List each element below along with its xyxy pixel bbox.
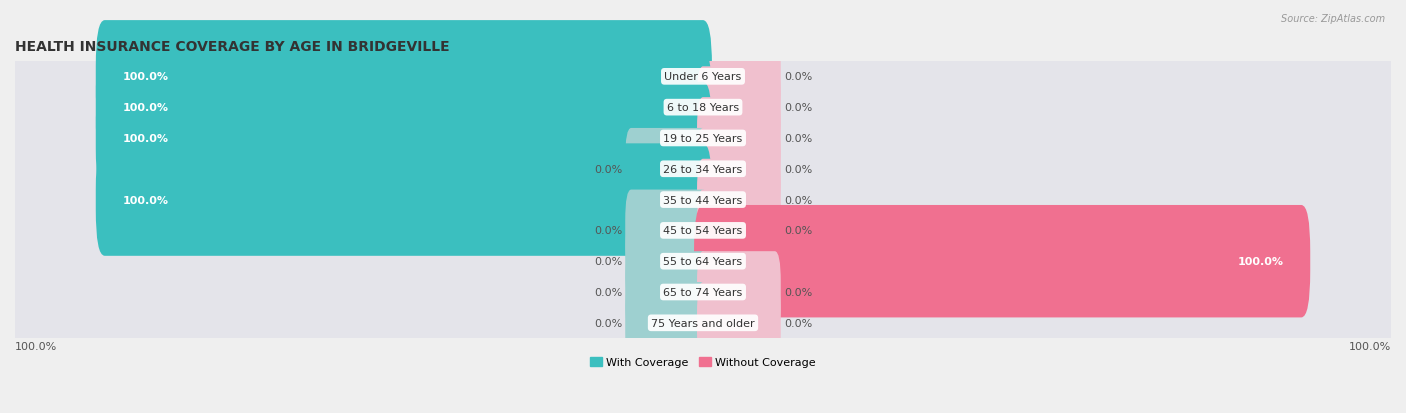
FancyBboxPatch shape	[697, 190, 780, 272]
FancyBboxPatch shape	[96, 21, 711, 133]
Text: 45 to 54 Years: 45 to 54 Years	[664, 226, 742, 236]
Text: 100.0%: 100.0%	[122, 134, 169, 144]
Text: 0.0%: 0.0%	[783, 318, 813, 328]
Text: 100.0%: 100.0%	[122, 195, 169, 205]
Text: 0.0%: 0.0%	[783, 226, 813, 236]
FancyBboxPatch shape	[697, 252, 780, 333]
Text: 0.0%: 0.0%	[783, 72, 813, 82]
Text: HEALTH INSURANCE COVERAGE BY AGE IN BRIDGEVILLE: HEALTH INSURANCE COVERAGE BY AGE IN BRID…	[15, 40, 450, 54]
Text: 0.0%: 0.0%	[783, 164, 813, 174]
FancyBboxPatch shape	[15, 184, 1391, 216]
FancyBboxPatch shape	[15, 153, 1391, 185]
Text: 26 to 34 Years: 26 to 34 Years	[664, 164, 742, 174]
FancyBboxPatch shape	[697, 128, 780, 210]
Text: 0.0%: 0.0%	[783, 287, 813, 297]
FancyBboxPatch shape	[697, 98, 780, 179]
Text: 75 Years and older: 75 Years and older	[651, 318, 755, 328]
Text: Under 6 Years: Under 6 Years	[665, 72, 741, 82]
FancyBboxPatch shape	[626, 252, 709, 333]
Text: 65 to 74 Years: 65 to 74 Years	[664, 287, 742, 297]
Text: 100.0%: 100.0%	[122, 103, 169, 113]
FancyBboxPatch shape	[695, 206, 1310, 318]
Text: 35 to 44 Years: 35 to 44 Years	[664, 195, 742, 205]
FancyBboxPatch shape	[626, 128, 709, 210]
FancyBboxPatch shape	[626, 282, 709, 364]
FancyBboxPatch shape	[15, 246, 1391, 278]
Text: 100.0%: 100.0%	[122, 72, 169, 82]
Text: 0.0%: 0.0%	[783, 195, 813, 205]
FancyBboxPatch shape	[96, 83, 711, 195]
Text: 0.0%: 0.0%	[783, 134, 813, 144]
FancyBboxPatch shape	[15, 61, 1391, 93]
Text: 19 to 25 Years: 19 to 25 Years	[664, 134, 742, 144]
FancyBboxPatch shape	[96, 144, 711, 256]
Text: 6 to 18 Years: 6 to 18 Years	[666, 103, 740, 113]
FancyBboxPatch shape	[697, 159, 780, 241]
Text: 0.0%: 0.0%	[593, 226, 623, 236]
Text: Source: ZipAtlas.com: Source: ZipAtlas.com	[1281, 14, 1385, 24]
FancyBboxPatch shape	[15, 123, 1391, 154]
Text: 100.0%: 100.0%	[1348, 341, 1391, 351]
Text: 0.0%: 0.0%	[783, 103, 813, 113]
Text: 0.0%: 0.0%	[593, 164, 623, 174]
Text: 100.0%: 100.0%	[1237, 256, 1284, 266]
FancyBboxPatch shape	[15, 307, 1391, 339]
Text: 55 to 64 Years: 55 to 64 Years	[664, 256, 742, 266]
Legend: With Coverage, Without Coverage: With Coverage, Without Coverage	[586, 352, 820, 372]
Text: 0.0%: 0.0%	[593, 256, 623, 266]
FancyBboxPatch shape	[626, 221, 709, 302]
Text: 0.0%: 0.0%	[593, 318, 623, 328]
FancyBboxPatch shape	[15, 215, 1391, 247]
FancyBboxPatch shape	[626, 190, 709, 272]
FancyBboxPatch shape	[697, 282, 780, 364]
FancyBboxPatch shape	[697, 67, 780, 149]
FancyBboxPatch shape	[96, 52, 711, 164]
Text: 100.0%: 100.0%	[15, 341, 58, 351]
FancyBboxPatch shape	[697, 36, 780, 118]
FancyBboxPatch shape	[15, 92, 1391, 124]
FancyBboxPatch shape	[15, 276, 1391, 308]
Text: 0.0%: 0.0%	[593, 287, 623, 297]
